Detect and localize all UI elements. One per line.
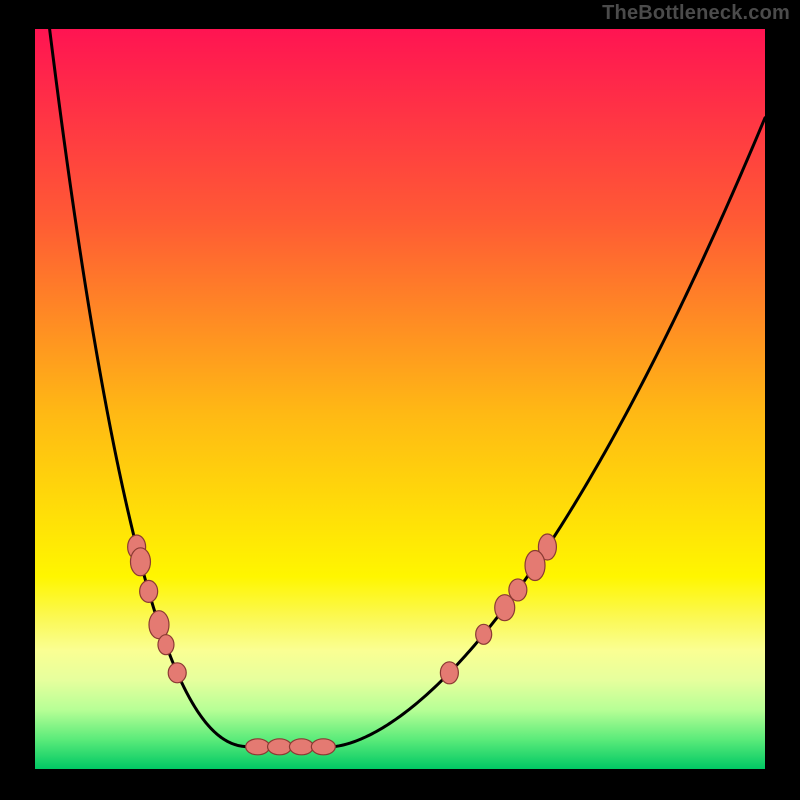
data-point (440, 662, 458, 684)
data-point (311, 739, 335, 755)
data-point (130, 548, 150, 576)
data-point (476, 624, 492, 644)
bottleneck-curve (50, 29, 765, 747)
data-point (525, 551, 545, 581)
plot-area (35, 29, 765, 769)
data-point (140, 580, 158, 602)
curve-layer (35, 29, 765, 769)
stage: TheBottleneck.com (0, 0, 800, 800)
watermark-text: TheBottleneck.com (602, 2, 790, 25)
data-point (495, 595, 515, 621)
data-point (158, 635, 174, 655)
data-point (168, 663, 186, 683)
data-point (268, 739, 292, 755)
data-point (246, 739, 270, 755)
data-point (289, 739, 313, 755)
